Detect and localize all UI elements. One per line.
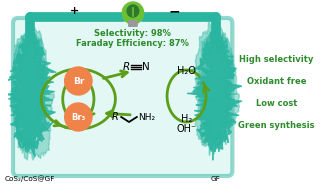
Circle shape	[65, 103, 92, 131]
Polygon shape	[6, 31, 56, 157]
Text: Br: Br	[73, 77, 84, 85]
Polygon shape	[200, 42, 230, 155]
Text: GF: GF	[211, 176, 221, 182]
Text: H₂: H₂	[181, 114, 192, 124]
Polygon shape	[10, 27, 47, 146]
Polygon shape	[187, 31, 242, 160]
Text: Br₃: Br₃	[71, 112, 85, 122]
Text: +: +	[70, 6, 79, 16]
Text: NH₂: NH₂	[138, 112, 155, 122]
FancyBboxPatch shape	[13, 18, 232, 176]
Text: −: −	[168, 4, 180, 18]
Polygon shape	[10, 39, 46, 151]
Polygon shape	[195, 22, 239, 150]
Circle shape	[127, 5, 139, 17]
Text: H₂O: H₂O	[177, 66, 196, 76]
Text: R: R	[112, 112, 119, 122]
Circle shape	[65, 67, 92, 95]
Text: Low cost: Low cost	[255, 98, 297, 108]
Text: N: N	[142, 62, 150, 72]
Text: Oxidant free: Oxidant free	[246, 77, 306, 85]
Text: R: R	[123, 62, 130, 72]
Polygon shape	[198, 25, 237, 141]
Polygon shape	[200, 29, 233, 143]
Text: Faraday Efficiency: 87%: Faraday Efficiency: 87%	[76, 40, 189, 49]
Polygon shape	[11, 28, 45, 150]
Circle shape	[122, 2, 144, 24]
Text: High selectivity: High selectivity	[239, 54, 313, 64]
FancyBboxPatch shape	[128, 20, 138, 27]
Text: OH⁻: OH⁻	[176, 124, 197, 134]
Text: Green synthesis: Green synthesis	[238, 121, 315, 129]
Polygon shape	[13, 32, 54, 160]
Text: CoS₂/CoS@GF: CoS₂/CoS@GF	[5, 176, 55, 182]
Text: Selectivity: 98%: Selectivity: 98%	[95, 29, 171, 39]
